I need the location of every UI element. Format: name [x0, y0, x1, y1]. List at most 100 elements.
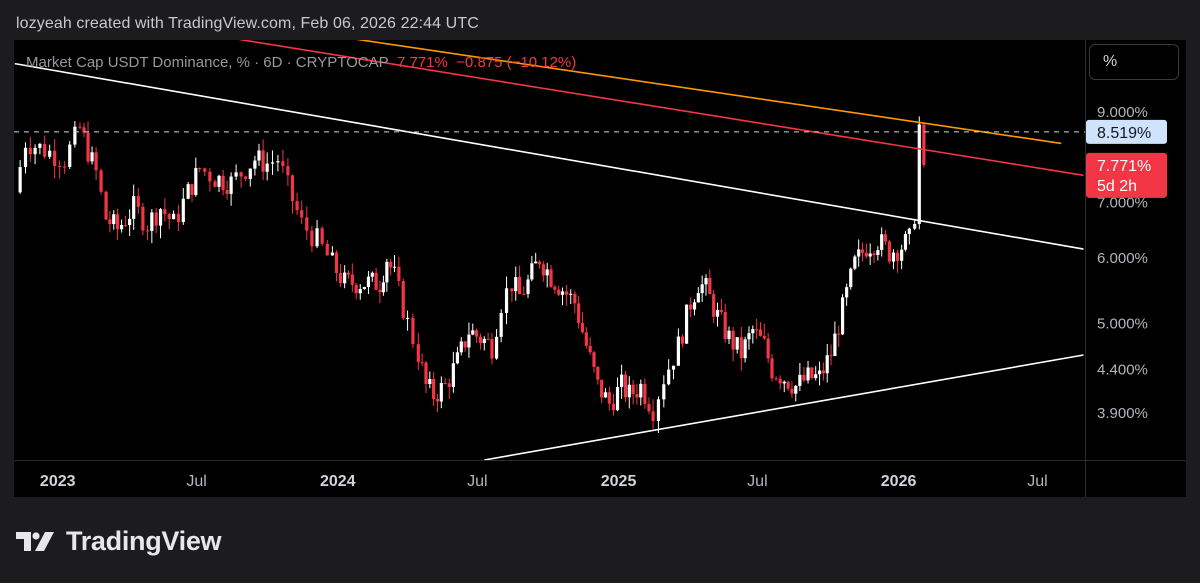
svg-text:5d 2h: 5d 2h [1097, 178, 1137, 195]
candle [522, 286, 526, 296]
candle [689, 297, 693, 318]
candle [712, 290, 716, 324]
candle [770, 353, 774, 382]
candle [315, 220, 319, 249]
candle [565, 284, 569, 307]
candle [167, 212, 171, 230]
candle [696, 286, 700, 303]
candle [370, 271, 374, 282]
candle [38, 142, 42, 155]
candle [132, 184, 136, 230]
candle [573, 290, 577, 314]
candle [310, 226, 314, 253]
candle [290, 174, 295, 214]
candle [358, 284, 362, 300]
candle [58, 160, 62, 179]
candle [596, 366, 600, 385]
candle [366, 270, 371, 295]
candle [758, 322, 763, 337]
candle [154, 207, 158, 234]
candle [43, 135, 47, 159]
x-tick-label: 2025 [601, 473, 637, 490]
candle [239, 171, 243, 188]
y-tick-label: 4.400% [1097, 361, 1148, 378]
x-tick-label: Jul [186, 473, 206, 490]
y-tick-label: 5.000% [1097, 315, 1148, 332]
candle [482, 336, 486, 351]
candle [903, 231, 908, 252]
candle [63, 161, 67, 174]
candle [439, 376, 443, 409]
candle [300, 200, 304, 224]
candle [588, 337, 592, 355]
candle [68, 141, 72, 170]
candle [545, 262, 549, 288]
candle [584, 327, 588, 349]
candle [435, 394, 440, 413]
candle [704, 274, 708, 296]
candle [514, 266, 518, 301]
candle [221, 169, 225, 196]
candle [833, 321, 837, 357]
trendline-ascending-white[interactable] [484, 354, 1084, 460]
candle [743, 336, 747, 363]
candle [163, 198, 167, 222]
candle [883, 229, 888, 246]
candle [265, 152, 269, 181]
candle [762, 323, 766, 340]
candle [455, 346, 460, 365]
candle [397, 256, 401, 287]
candle [786, 380, 790, 391]
candle [864, 243, 868, 259]
candle [821, 362, 825, 381]
y-tick-label: 7.000% [1097, 194, 1148, 211]
candle [136, 188, 140, 214]
candle [907, 227, 911, 245]
chart-area[interactable] [14, 40, 1186, 497]
candle [459, 337, 463, 356]
tradingview-logo-icon [16, 532, 54, 551]
candle [845, 283, 849, 306]
candle [651, 399, 655, 429]
trendline-resistance-red[interactable] [49, 9, 1084, 177]
candle [643, 378, 647, 409]
candle [731, 326, 735, 362]
candle [778, 375, 782, 390]
candle [115, 208, 120, 240]
candle [217, 174, 221, 193]
candle [141, 202, 145, 236]
candle [428, 371, 432, 389]
price-label: 8.519% [1086, 119, 1167, 144]
candle [623, 370, 628, 403]
candle [33, 144, 37, 165]
candle [662, 375, 666, 408]
candle [305, 206, 309, 240]
candle [350, 263, 354, 293]
candle [463, 340, 467, 352]
candle [817, 361, 822, 386]
candle [684, 304, 689, 344]
candle [537, 260, 542, 269]
candle [560, 287, 565, 306]
candle [647, 397, 651, 415]
candle [790, 381, 794, 398]
percent-scale-button[interactable]: % [1089, 44, 1179, 80]
candle [94, 147, 98, 181]
candle [23, 142, 28, 174]
candle [860, 242, 865, 262]
candle [475, 328, 479, 343]
price-change: −0.875 [456, 54, 503, 71]
candle [281, 149, 285, 173]
candle [18, 160, 22, 194]
candle [112, 210, 116, 230]
candle [868, 243, 872, 265]
trendline-resistance-orange[interactable] [150, 9, 1062, 145]
candle [603, 388, 608, 398]
candle [286, 158, 290, 186]
candle [600, 379, 604, 404]
trendline-descending-white[interactable] [14, 62, 1084, 250]
candle [715, 302, 720, 327]
candle [774, 376, 778, 381]
svg-text:7.771%: 7.771% [1097, 158, 1151, 175]
